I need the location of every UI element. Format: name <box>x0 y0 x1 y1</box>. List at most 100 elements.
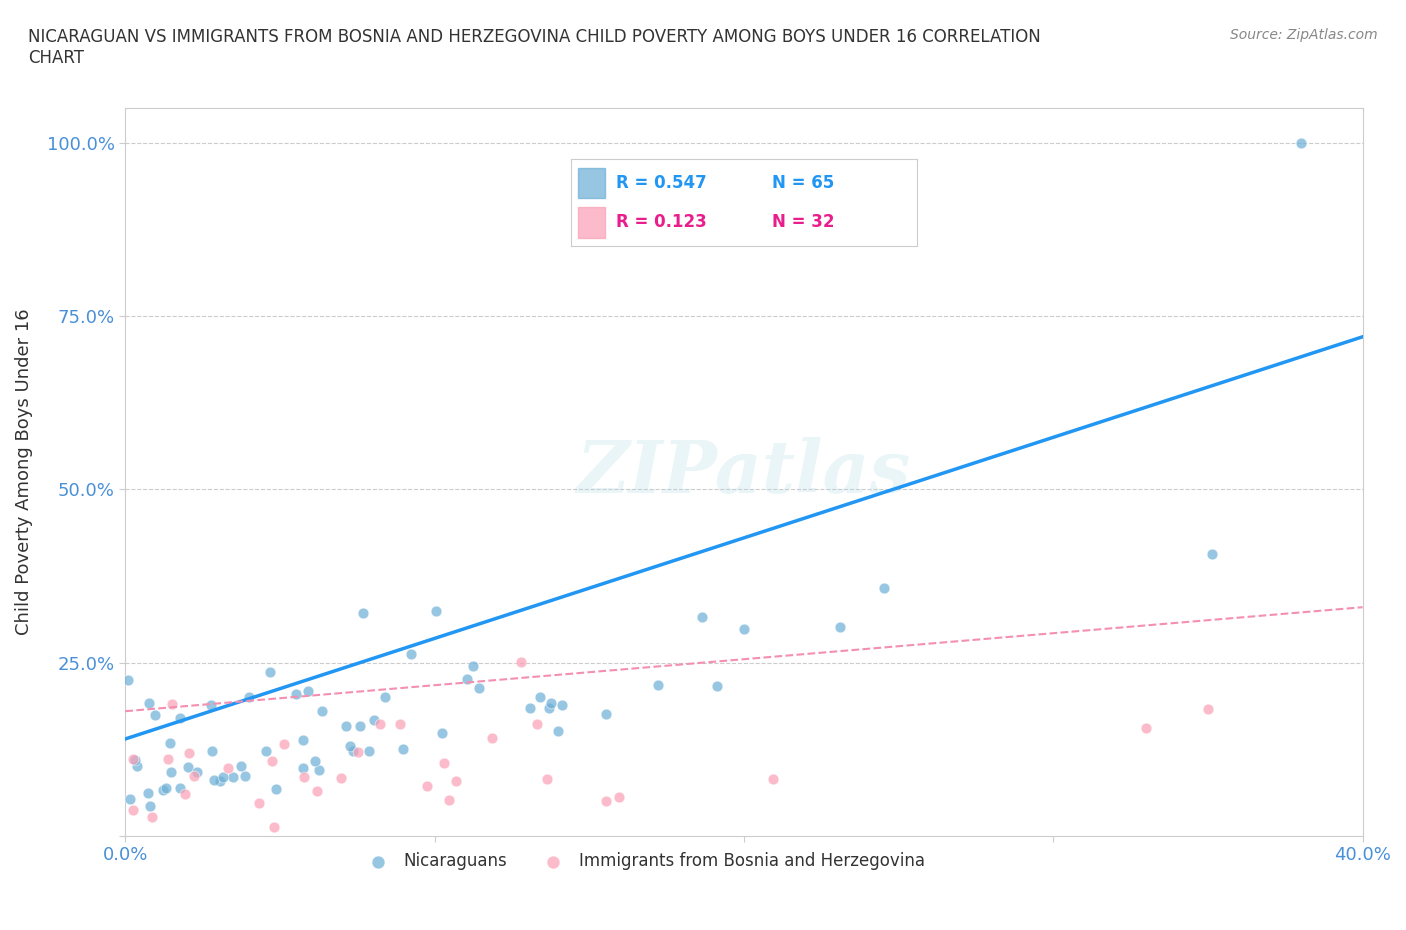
Immigrants from Bosnia and Herzegovina <box>607 790 630 804</box>
Immigrants from Bosnia and Herzegovina <box>122 803 145 817</box>
Immigrants from Bosnia and Herzegovina <box>217 760 239 775</box>
Nicaraguans <box>159 736 181 751</box>
Nicaraguans <box>169 781 191 796</box>
Y-axis label: Child Poverty Among Boys Under 16: Child Poverty Among Boys Under 16 <box>15 309 32 635</box>
Nicaraguans <box>152 782 174 797</box>
Nicaraguans <box>1289 135 1312 150</box>
Nicaraguans <box>291 761 314 776</box>
Immigrants from Bosnia and Herzegovina <box>1197 701 1219 716</box>
Nicaraguans <box>349 718 371 733</box>
Nicaraguans <box>401 646 423 661</box>
Immigrants from Bosnia and Herzegovina <box>173 787 195 802</box>
Immigrants from Bosnia and Herzegovina <box>437 792 460 807</box>
Immigrants from Bosnia and Herzegovina <box>536 771 558 786</box>
Nicaraguans <box>456 671 478 686</box>
Nicaraguans <box>304 753 326 768</box>
Nicaraguans <box>120 791 142 806</box>
Nicaraguans <box>339 738 361 753</box>
Nicaraguans <box>238 690 260 705</box>
Immigrants from Bosnia and Herzegovina <box>262 754 284 769</box>
Nicaraguans <box>547 724 569 738</box>
Immigrants from Bosnia and Herzegovina <box>156 751 179 766</box>
Nicaraguans <box>352 605 374 620</box>
Nicaraguans <box>461 658 484 673</box>
Nicaraguans <box>311 703 333 718</box>
Nicaraguans <box>160 765 183 780</box>
Nicaraguans <box>155 781 177 796</box>
Nicaraguans <box>1201 547 1223 562</box>
Nicaraguans <box>136 786 159 801</box>
Nicaraguans <box>254 744 277 759</box>
Nicaraguans <box>264 781 287 796</box>
Nicaraguans <box>308 763 330 777</box>
Nicaraguans <box>233 769 256 784</box>
Immigrants from Bosnia and Herzegovina <box>122 752 145 767</box>
Nicaraguans <box>202 773 225 788</box>
Nicaraguans <box>468 680 491 695</box>
Immigrants from Bosnia and Herzegovina <box>481 730 503 745</box>
Immigrants from Bosnia and Herzegovina <box>595 793 617 808</box>
Immigrants from Bosnia and Herzegovina <box>510 655 533 670</box>
Nicaraguans <box>391 741 413 756</box>
Nicaraguans <box>127 759 149 774</box>
Nicaraguans <box>117 672 139 687</box>
Immigrants from Bosnia and Herzegovina <box>307 783 329 798</box>
Immigrants from Bosnia and Herzegovina <box>388 716 411 731</box>
Nicaraguans <box>335 719 357 734</box>
Nicaraguans <box>733 621 755 636</box>
Nicaraguans <box>595 707 617 722</box>
Nicaraguans <box>177 760 200 775</box>
Immigrants from Bosnia and Herzegovina <box>433 755 456 770</box>
Text: Source: ZipAtlas.com: Source: ZipAtlas.com <box>1230 28 1378 42</box>
Nicaraguans <box>169 711 191 725</box>
Nicaraguans <box>292 732 315 747</box>
Nicaraguans <box>425 604 447 618</box>
Nicaraguans <box>540 696 562 711</box>
Nicaraguans <box>430 725 453 740</box>
Nicaraguans <box>551 698 574 712</box>
Nicaraguans <box>138 696 160 711</box>
Nicaraguans <box>529 689 551 704</box>
Immigrants from Bosnia and Herzegovina <box>415 778 437 793</box>
Immigrants from Bosnia and Herzegovina <box>183 769 205 784</box>
Immigrants from Bosnia and Herzegovina <box>273 737 295 751</box>
Immigrants from Bosnia and Herzegovina <box>177 746 200 761</box>
Nicaraguans <box>124 752 146 767</box>
Nicaraguans <box>138 798 160 813</box>
Immigrants from Bosnia and Herzegovina <box>1135 721 1157 736</box>
Nicaraguans <box>706 678 728 693</box>
Nicaraguans <box>143 708 166 723</box>
Immigrants from Bosnia and Herzegovina <box>762 772 785 787</box>
Nicaraguans <box>537 701 560 716</box>
Nicaraguans <box>209 774 232 789</box>
Immigrants from Bosnia and Herzegovina <box>141 809 163 824</box>
Nicaraguans <box>873 580 896 595</box>
Nicaraguans <box>519 700 541 715</box>
Nicaraguans <box>211 769 233 784</box>
Immigrants from Bosnia and Herzegovina <box>160 697 183 711</box>
Nicaraguans <box>285 686 308 701</box>
Immigrants from Bosnia and Herzegovina <box>247 796 270 811</box>
Text: ZIPatlas: ZIPatlas <box>576 436 911 508</box>
Immigrants from Bosnia and Herzegovina <box>330 771 353 786</box>
Nicaraguans <box>201 743 224 758</box>
Nicaraguans <box>647 678 669 693</box>
Nicaraguans <box>200 698 222 712</box>
Nicaraguans <box>374 689 396 704</box>
Immigrants from Bosnia and Herzegovina <box>368 716 391 731</box>
Immigrants from Bosnia and Herzegovina <box>263 819 285 834</box>
Nicaraguans <box>342 743 364 758</box>
Immigrants from Bosnia and Herzegovina <box>346 744 368 759</box>
Text: NICARAGUAN VS IMMIGRANTS FROM BOSNIA AND HERZEGOVINA CHILD POVERTY AMONG BOYS UN: NICARAGUAN VS IMMIGRANTS FROM BOSNIA AND… <box>28 28 1040 67</box>
Nicaraguans <box>297 684 319 698</box>
Immigrants from Bosnia and Herzegovina <box>444 774 467 789</box>
Nicaraguans <box>186 764 208 779</box>
Immigrants from Bosnia and Herzegovina <box>526 716 548 731</box>
Nicaraguans <box>221 769 243 784</box>
Nicaraguans <box>363 712 385 727</box>
Nicaraguans <box>229 759 252 774</box>
Immigrants from Bosnia and Herzegovina <box>292 769 315 784</box>
Nicaraguans <box>828 619 851 634</box>
Nicaraguans <box>259 665 281 680</box>
Legend: Nicaraguans, Immigrants from Bosnia and Herzegovina: Nicaraguans, Immigrants from Bosnia and … <box>357 844 934 879</box>
